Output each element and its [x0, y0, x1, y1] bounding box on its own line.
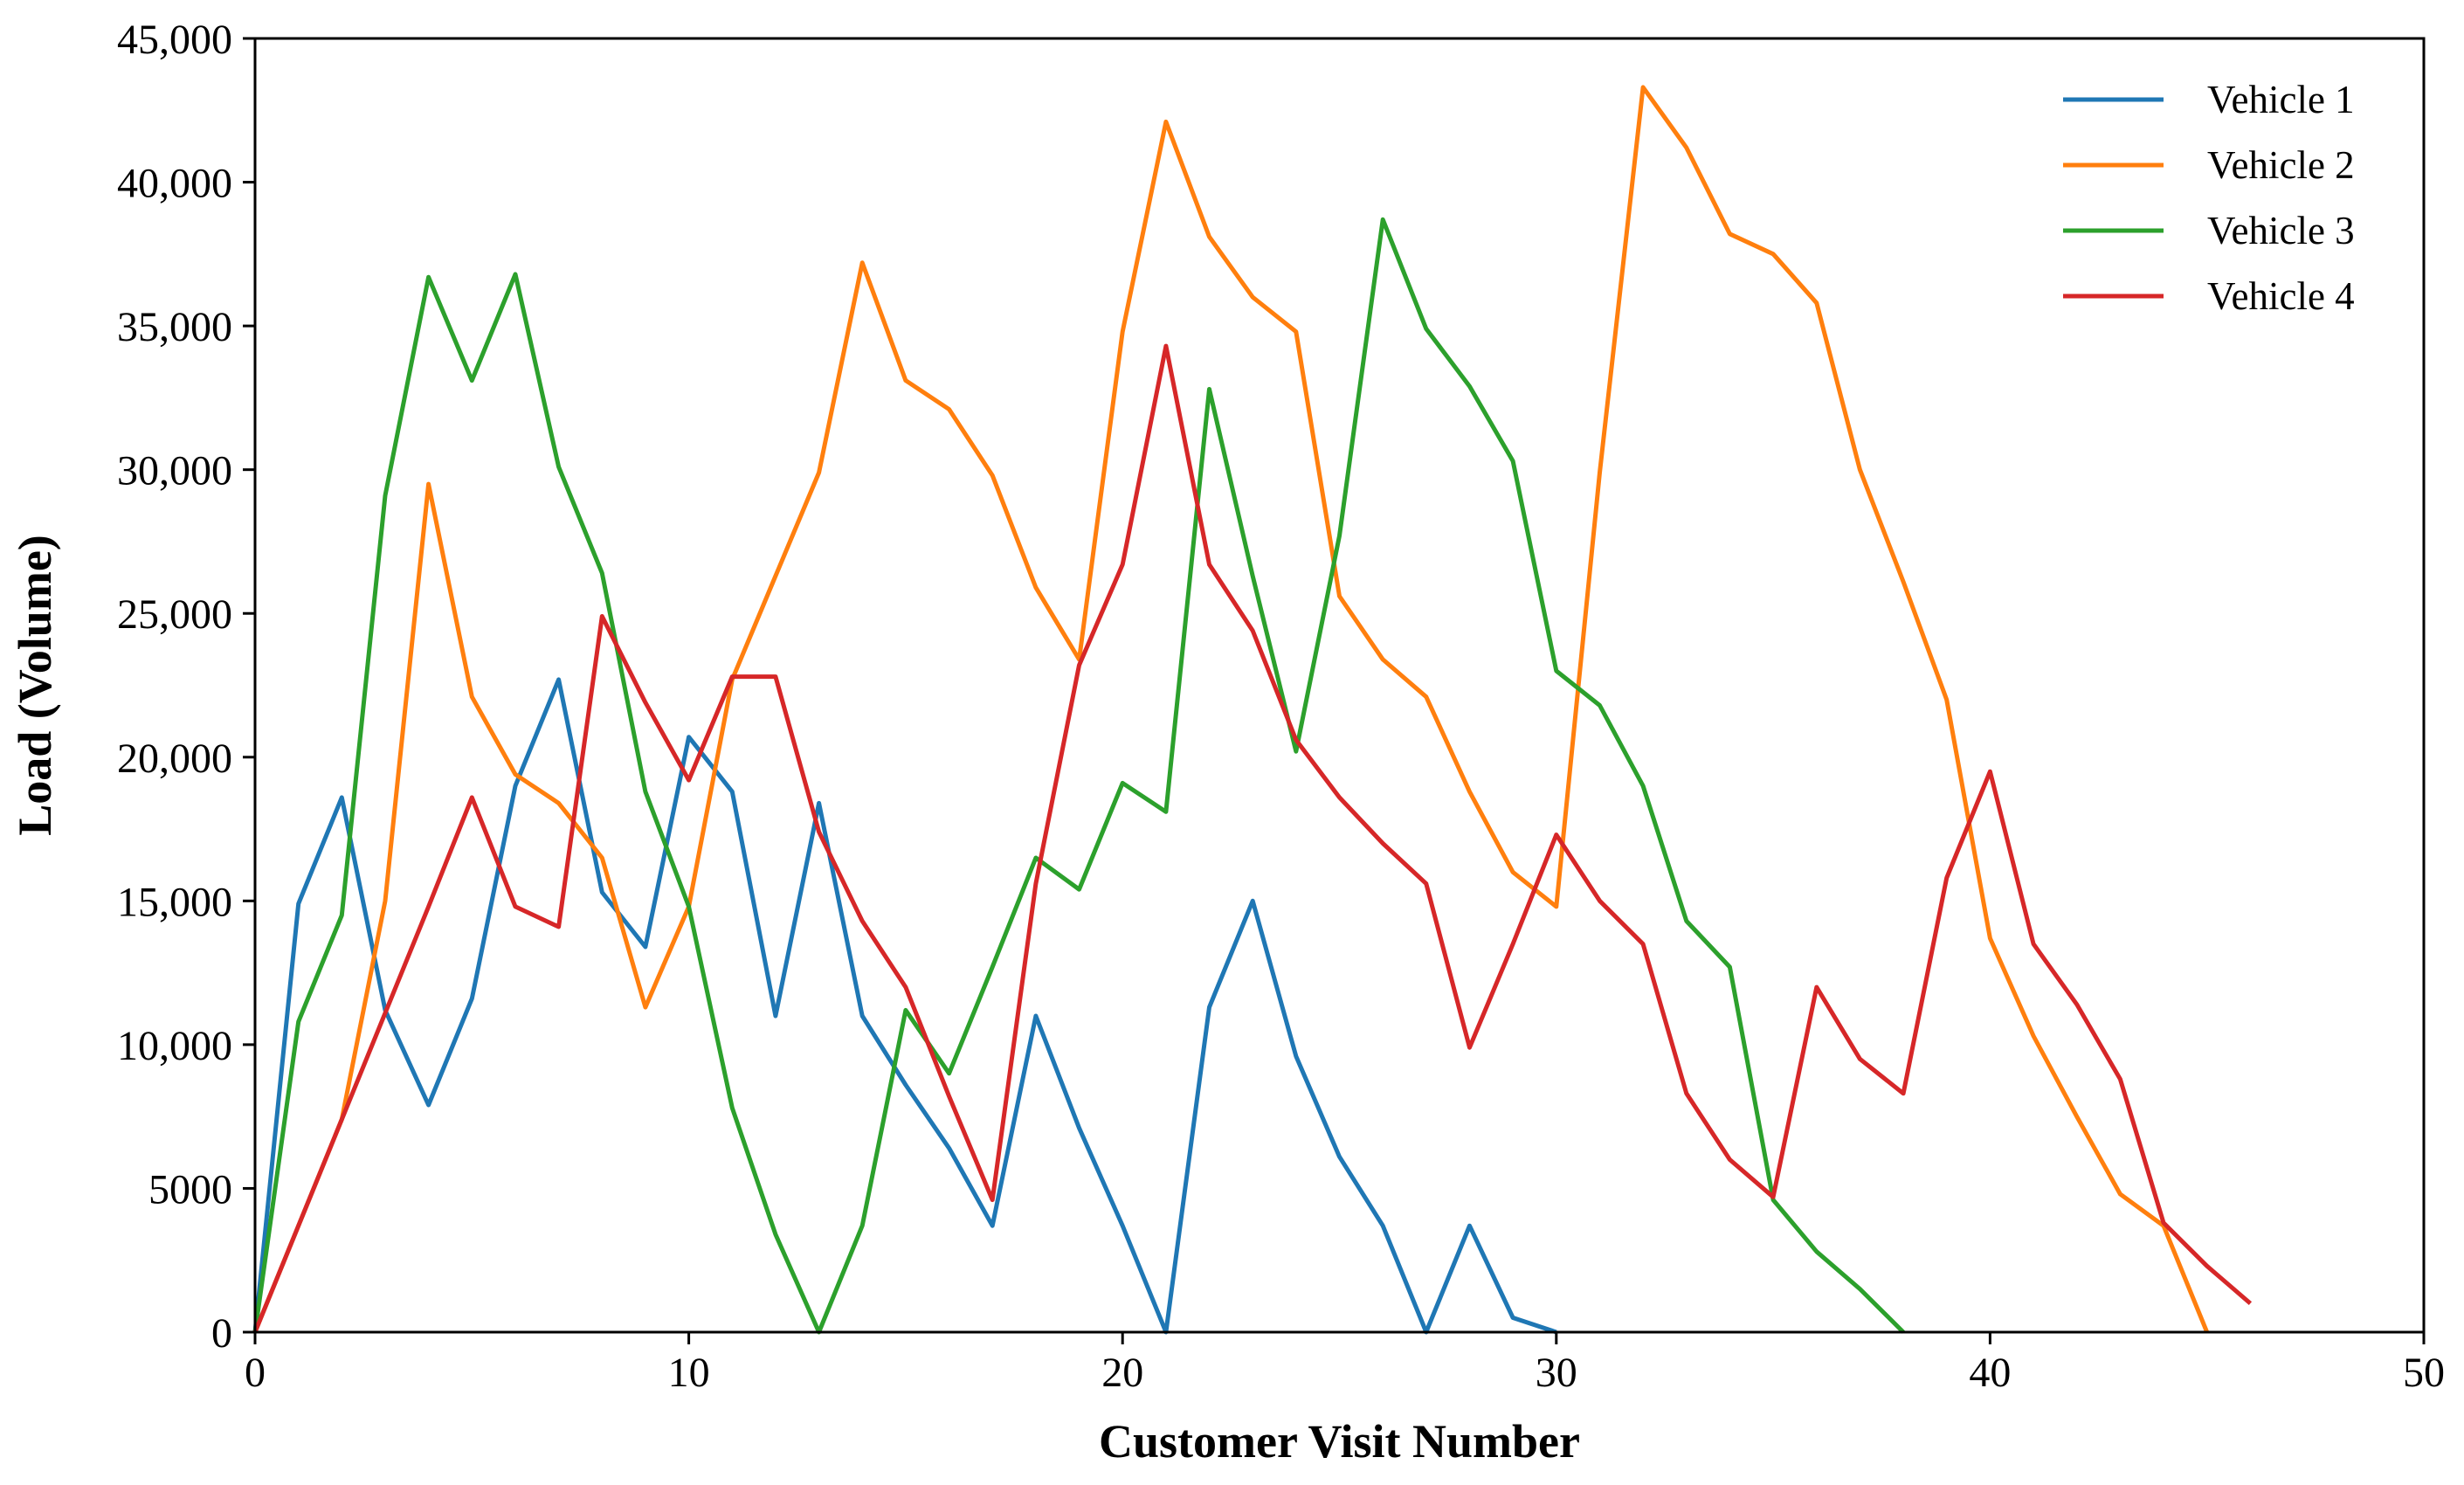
x-tick-label: 0 — [245, 1350, 266, 1396]
legend-label-vehicle-1: Vehicle 1 — [2207, 78, 2355, 121]
series-line-vehicle-4 — [252, 343, 2253, 1333]
x-tick-label: 10 — [668, 1350, 710, 1396]
axes-layer: 0 10 20 30 40 50 0 5000 10,000 15,000 20,000 25,000… — [9, 17, 2445, 1468]
y-tick-label: 45,000 — [117, 17, 232, 63]
y-tick-label: 0 — [211, 1310, 232, 1357]
y-tick-label: 25,000 — [117, 591, 232, 638]
x-axis-title: Customer Visit Number — [1099, 1415, 1580, 1468]
y-tick-label: 10,000 — [117, 1023, 232, 1069]
y-axis-title: Load (Volume) — [9, 535, 61, 836]
y-tick-label: 20,000 — [117, 736, 232, 782]
legend: Vehicle 1 Vehicle 2 Vehicle 3 Vehicle 4 — [2063, 78, 2355, 318]
series-layer — [252, 85, 2253, 1335]
y-tick-label: 5000 — [148, 1166, 232, 1212]
legend-label-vehicle-3: Vehicle 3 — [2207, 209, 2355, 252]
legend-label-vehicle-2: Vehicle 2 — [2207, 143, 2355, 187]
y-tick-label: 35,000 — [117, 304, 232, 350]
series-line-vehicle-2 — [252, 85, 2210, 1333]
y-tick-label: 15,000 — [117, 879, 232, 925]
x-tick-label: 20 — [1101, 1350, 1143, 1396]
series-line-vehicle-3 — [252, 217, 1905, 1335]
plot-frame — [253, 37, 2426, 1334]
x-tick-label: 30 — [1536, 1350, 1577, 1396]
x-tick-label: 40 — [1969, 1350, 2011, 1396]
series-line-vehicle-1 — [252, 677, 1557, 1335]
x-tick-label: 50 — [2403, 1350, 2445, 1396]
legend-label-vehicle-4: Vehicle 4 — [2207, 274, 2355, 318]
y-tick-label: 40,000 — [117, 161, 232, 207]
y-tick-label: 30,000 — [117, 448, 232, 494]
